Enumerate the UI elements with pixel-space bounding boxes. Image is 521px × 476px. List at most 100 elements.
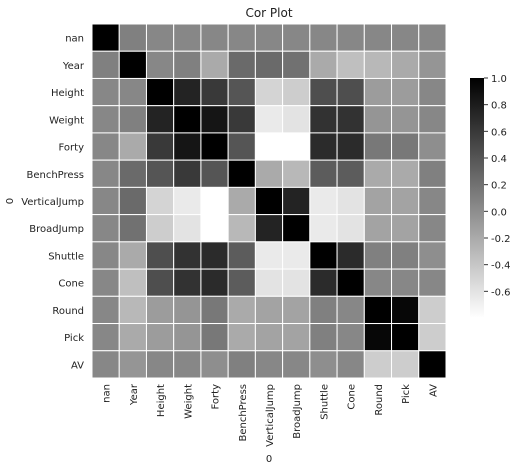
heatmap-cell-VerticalJump-Weight [173,186,202,216]
colorbar-tick-label: 0.8 [491,101,507,112]
x-tick-label: BenchPress [238,384,249,442]
y-tick-label: Year [62,61,85,72]
heatmap-cell-Year-VerticalJump [254,50,284,79]
heatmap-cell-Shuttle-Cone [336,241,365,270]
heatmap-cell-AV-Round [363,350,393,379]
heatmap-cell-Round-AV [418,295,447,325]
heatmap-cell-Height-Pick [391,77,420,107]
heatmap-cell-VerticalJump-AV [418,186,447,216]
x-tick-label: Forty [211,384,222,410]
heatmap-cell-Pick-Shuttle [309,323,338,352]
y-tick-label: BroadJump [29,224,84,235]
heatmap-cell-Height-Round [363,77,393,107]
heatmap-cell-BroadJump-Round [363,214,393,243]
heatmap-cell-Pick-Year [118,323,147,352]
heatmap-cell-Shuttle-Forty [200,241,229,270]
heatmap-cell-nan-Cone [336,23,365,52]
heatmap-cell-nan-Shuttle [309,23,338,52]
heatmap-cell-Shuttle-VerticalJump [254,241,284,270]
heatmap-cell-BroadJump-Height [145,214,175,243]
heatmap-cell-AV-Weight [173,350,202,379]
heatmap-cell-Cone-Pick [391,268,420,297]
heatmap-cell-Height-Shuttle [309,77,338,107]
heatmap-cell-nan-VerticalJump [254,23,284,52]
heatmap-cell-Weight-Pick [391,105,420,134]
heatmap-cell-nan-BenchPress [227,23,256,52]
heatmap-cell-Pick-Pick [391,323,420,352]
heatmap-cell-BenchPress-AV [418,159,447,188]
heatmap-cell-nan-Height [145,23,175,52]
heatmap-cell-VerticalJump-Shuttle [309,186,338,216]
heatmap-cell-Weight-VerticalJump [254,105,284,134]
heatmap-cell-Weight-Forty [200,105,229,134]
heatmap-cell-Cone-BenchPress [227,268,256,297]
heatmap-cell-Year-Cone [336,50,365,79]
heatmap-cell-Weight-Height [145,105,175,134]
heatmap-cell-BenchPress-Pick [391,159,420,188]
heatmap-cell-BroadJump-VerticalJump [254,214,284,243]
heatmap-cell-Year-Year [118,50,147,79]
heatmap-cell-BenchPress-BroadJump [282,159,311,188]
heatmap-cell-Shuttle-Pick [391,241,420,270]
heatmap-cell-VerticalJump-Pick [391,186,420,216]
colorbar-tick-label: -0.6 [491,287,511,298]
colorbar-tick-label: 0.2 [491,181,507,192]
heatmap-cell-BenchPress-nan [91,159,120,188]
heatmap-cell-nan-Year [118,23,147,52]
heatmap-cell-Weight-Weight [173,105,202,134]
heatmap-cell-BenchPress-Height [145,159,175,188]
heatmap-cell-Height-Height [145,77,175,107]
heatmap-cell-Cone-Forty [200,268,229,297]
y-tick-label: AV [71,360,84,371]
heatmap-cell-Cone-Round [363,268,393,297]
heatmap-cell-Cone-Cone [336,268,365,297]
heatmap-cell-BenchPress-Year [118,159,147,188]
heatmap-cell-VerticalJump-BroadJump [282,186,311,216]
colorbar-tick-label: -0.4 [491,261,511,272]
heatmap-cell-Cone-Year [118,268,147,297]
heatmap-cell-Round-BenchPress [227,295,256,325]
y-tick-label: Round [52,306,84,317]
x-tick-label: Height [156,384,167,417]
heatmap-cell-Shuttle-BenchPress [227,241,256,270]
heatmap-cell-Forty-VerticalJump [254,132,284,161]
heatmap-cell-Round-VerticalJump [254,295,284,325]
heatmap-cell-Round-nan [91,295,120,325]
heatmap-cell-AV-BenchPress [227,350,256,379]
heatmap-cell-Pick-Forty [200,323,229,352]
heatmap-cell-BenchPress-Forty [200,159,229,188]
heatmap-cell-Round-Round [363,295,393,325]
heatmap-cell-Pick-Weight [173,323,202,352]
heatmap-cell-Height-Cone [336,77,365,107]
x-tick-label: Weight [183,384,194,419]
heatmap-cell-nan-Forty [200,23,229,52]
heatmap-cell-nan-nan [91,23,120,52]
heatmap-cell-Cone-Shuttle [309,268,338,297]
heatmap-cell-Forty-Weight [173,132,202,161]
heatmap-cell-Shuttle-nan [91,241,120,270]
heatmap-cell-Year-Pick [391,50,420,79]
x-tick-label: Pick [401,384,412,404]
heatmap-cell-Pick-AV [418,323,447,352]
heatmap-cell-nan-Pick [391,23,420,52]
heatmap-cell-BenchPress-Shuttle [309,159,338,188]
x-tick-labels: nan Year Height Weight Forty BenchPress Vertic… [102,383,440,447]
heatmap-cell-VerticalJump-VerticalJump [254,186,284,216]
heatmap-cell-Weight-nan [91,105,120,134]
heatmap-cell-Year-nan [91,50,120,79]
colorbar-tick-label: 0.4 [491,154,507,165]
heatmap-cell-BenchPress-Round [363,159,393,188]
x-tick-label: VerticalJump [265,384,276,447]
heatmap-cell-Round-Height [145,295,175,325]
heatmap-cell-Height-Weight [173,77,202,107]
heatmap-cell-Weight-BroadJump [282,105,311,134]
heatmap-cell-Height-nan [91,77,120,107]
x-tick-label: nan [102,384,113,403]
x-tick-label: BroadJump [292,384,303,439]
heatmap-cell-Forty-Cone [336,132,365,161]
heatmap-cell-nan-AV [418,23,447,52]
heatmap-cell-VerticalJump-Cone [336,186,365,216]
heatmap-cell-VerticalJump-BenchPress [227,186,256,216]
